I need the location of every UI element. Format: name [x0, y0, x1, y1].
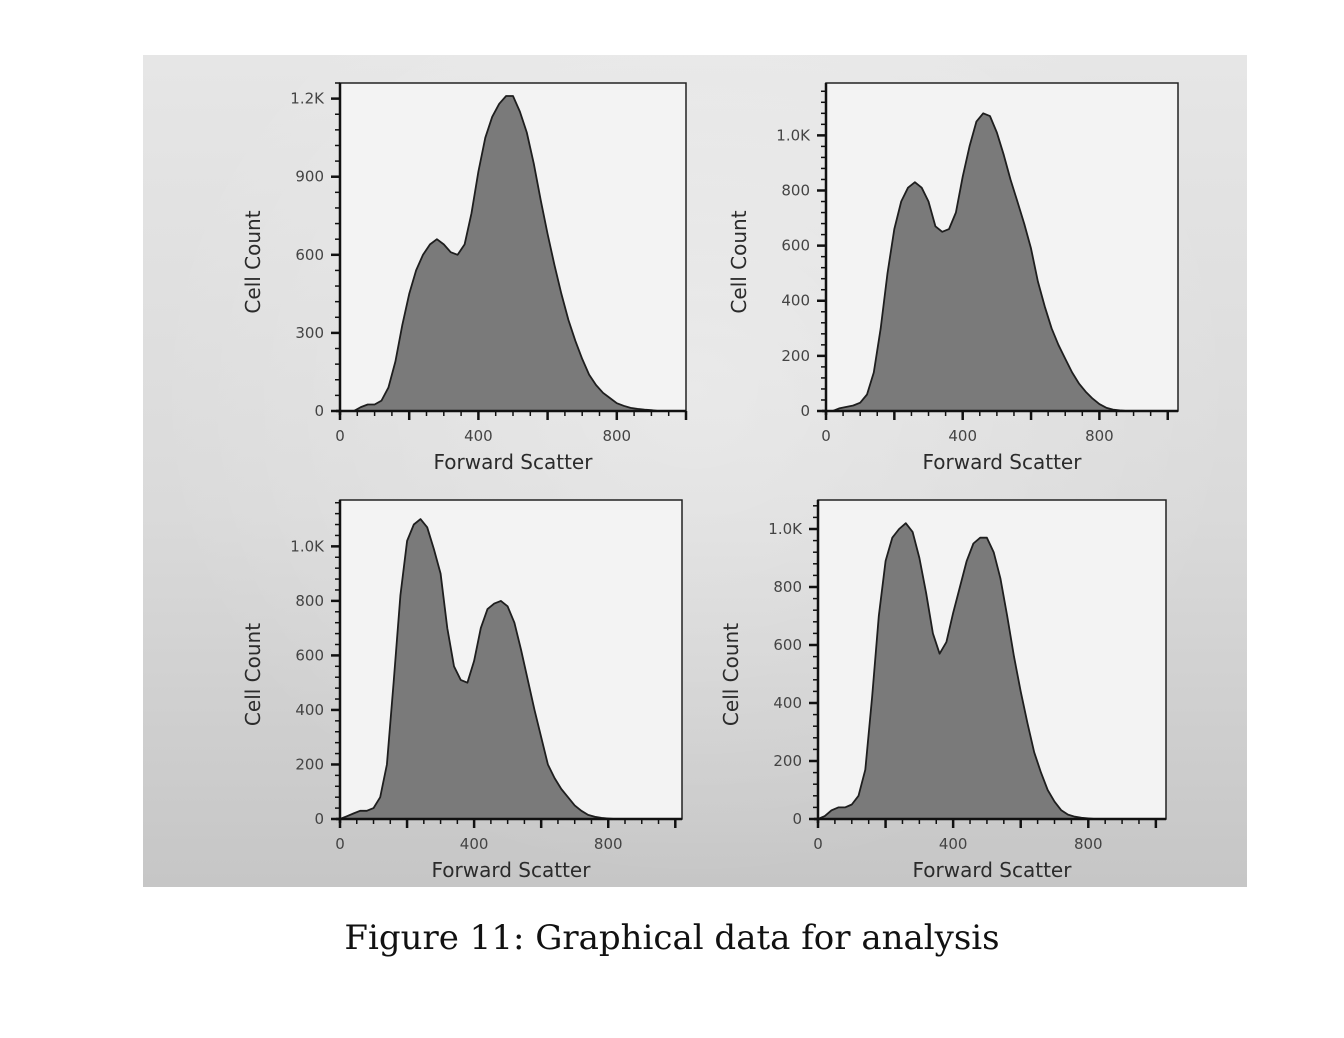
- y-axis-label: Cell Count: [241, 210, 265, 313]
- x-tick-label: 400: [939, 835, 968, 853]
- y-tick-label: 200: [295, 755, 324, 773]
- y-tick-label: 0: [314, 810, 324, 828]
- x-tick-label: 400: [460, 835, 489, 853]
- histogram-outline: [340, 95, 686, 412]
- histogram-panel-2: 0 400 800 0 200 400 600 800 1.0K Forward Scatter C…: [727, 82, 1179, 474]
- y-tick-label: 300: [295, 324, 324, 342]
- y-tick-label: 600: [295, 646, 324, 664]
- y-tick-label: 400: [781, 292, 810, 310]
- y-tick-label: 200: [781, 347, 810, 365]
- y-axis-label: Cell Count: [727, 210, 751, 313]
- y-tick-label: 600: [773, 636, 802, 654]
- y-tick-label: 200: [773, 752, 802, 770]
- y-tick-label: 900: [295, 168, 324, 186]
- histogram-outline: [826, 112, 1168, 412]
- x-axis-label: Forward Scatter: [432, 858, 592, 882]
- x-tick-label: 0: [821, 427, 831, 445]
- y-tick-label: 1.0K: [290, 537, 325, 555]
- y-tick-label: 1.0K: [776, 126, 811, 144]
- histogram-panel-4: 0 400 800 0 200 400 600 800 1.0K Forward Scatter C…: [719, 499, 1167, 882]
- histogram-panel-1: 0 400 800 0 300 600 900 1.2K Forward Scatter Cell…: [241, 82, 688, 474]
- y-tick-label: 400: [773, 694, 802, 712]
- x-tick-label: 400: [948, 427, 977, 445]
- x-axis-label: Forward Scatter: [913, 858, 1073, 882]
- y-tick-label: 800: [295, 592, 324, 610]
- y-tick-label: 1.0K: [768, 520, 803, 538]
- x-tick-label: 800: [594, 835, 623, 853]
- y-axis-label: Cell Count: [719, 623, 743, 726]
- histogram-fill: [818, 523, 1156, 819]
- x-tick-label: 0: [335, 427, 345, 445]
- y-tick-label: 0: [792, 810, 802, 828]
- x-tick-label: 800: [1085, 427, 1114, 445]
- x-tick-label: 0: [813, 835, 823, 853]
- y-tick-label: 600: [295, 246, 324, 264]
- figure-caption: Figure 11: Graphical data for analysis: [344, 918, 1000, 958]
- y-tick-label: 600: [781, 237, 810, 255]
- x-axis-label: Forward Scatter: [923, 450, 1083, 474]
- histogram-fill: [826, 113, 1168, 412]
- x-tick-label: 800: [1074, 835, 1103, 853]
- y-tick-label: 800: [781, 181, 810, 199]
- histogram-fill: [340, 96, 686, 411]
- x-axis-label: Forward Scatter: [434, 450, 594, 474]
- x-tick-label: 0: [335, 835, 345, 853]
- y-tick-label: 800: [773, 578, 802, 596]
- y-axis-label: Cell Count: [241, 623, 265, 726]
- y-tick-label: 0: [800, 402, 810, 420]
- histogram-panel-3: 0 400 800 0 200 400 600 800 1.0K Forward Scatter C…: [241, 499, 683, 882]
- y-tick-label: 400: [295, 701, 324, 719]
- y-tick-label: 1.2K: [290, 90, 325, 108]
- histogram-fill: [340, 519, 676, 819]
- x-tick-label: 400: [464, 427, 493, 445]
- y-tick-label: 0: [314, 402, 324, 420]
- x-tick-label: 800: [602, 427, 631, 445]
